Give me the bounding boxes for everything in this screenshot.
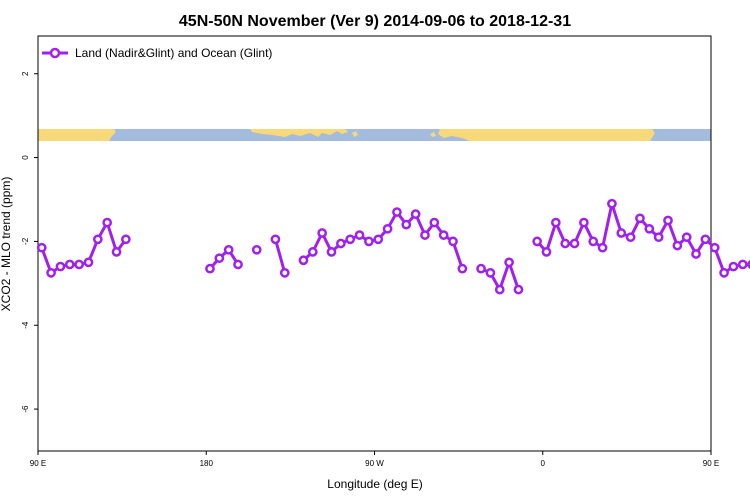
data-point [653,232,664,243]
x-tick-label: 90 E [703,459,719,468]
x-axis-label: Longitude (deg E) [327,477,422,491]
data-point [102,217,113,228]
data-point [298,255,309,266]
x-tick-label: 0 [541,459,546,468]
series-line [273,238,287,274]
data-point [64,259,75,270]
data-point [233,259,243,270]
data-point [307,247,318,257]
data-point [392,207,402,217]
data-point [214,253,225,264]
data-point [438,230,449,240]
legend: Land (Nadir&Glint) and Ocean (Glint) [42,46,272,60]
series-line [536,202,750,275]
data-point [336,238,346,249]
data-point [354,230,365,240]
data-point [513,284,524,295]
land-europe-asia [438,129,655,141]
x-axis-ticks: 90 E 180 90 W 0 90 E [30,451,719,468]
data-point [373,234,384,245]
data-point [494,284,505,295]
data-point [709,242,720,253]
legend-label: Land (Nadir&Glint) and Ocean (Glint) [75,46,272,60]
data-point [345,234,356,245]
data-point [728,261,739,272]
map-strip [38,129,711,141]
data-point [55,261,66,272]
data-point [550,217,561,228]
legend-marker [49,47,61,59]
data-point [326,247,337,257]
data-point [74,259,84,270]
data-point [382,223,393,234]
x-tick-label: 90 E [30,459,46,468]
y-tick-label: -6 [21,405,30,413]
data-point [737,259,748,270]
chart-title: 45N-50N November (Ver 9) 2014-09-06 to 2… [179,13,571,30]
data-point [625,232,636,243]
series-line [208,248,240,270]
data-point [364,236,374,247]
data-point [205,263,215,274]
data-point [719,267,729,278]
data-point [121,234,131,245]
data-point [83,257,94,268]
data-point [476,263,486,274]
x-tick-label: 180 [200,459,214,468]
data-point [92,234,103,245]
y-tick-label: 0 [21,155,30,160]
data-point [485,267,496,278]
data-point [410,209,421,220]
data-point [429,217,440,228]
x-tick-label: 90 W [365,459,384,468]
data-point [644,223,655,234]
data-point [700,234,711,245]
data-point [663,215,673,226]
series-layer [36,198,750,295]
data-point [111,247,122,257]
y-tick-label: -2 [21,237,30,245]
data-point [401,219,412,230]
data-point [672,240,683,251]
data-point [279,267,290,278]
data-point [504,257,514,268]
data-point [588,236,599,247]
data-point [420,230,430,240]
data-point [579,217,589,228]
data-point [569,238,580,249]
data-point [448,236,458,247]
data-point [251,244,262,255]
data-point [317,228,328,238]
y-tick-label: -4 [21,321,30,329]
land-asia [38,129,116,141]
y-tick-label: 2 [21,71,30,76]
data-point [607,198,617,209]
plot-frame [37,35,712,452]
data-point [560,238,571,249]
data-point [46,267,56,278]
y-axis-ticks: 2 0 -2 -4 -6 [21,71,38,413]
data-point [691,249,701,259]
data-point [532,236,542,247]
data-point [597,242,608,253]
data-point [270,234,281,245]
data-point [223,244,234,255]
data-point [36,242,47,253]
data-point [457,263,468,274]
data-point [681,232,692,243]
land-north-america [250,129,348,137]
data-point [541,247,552,257]
data-point [616,228,627,238]
y-axis-label: XCO2 - MLO trend (ppm) [0,177,13,312]
data-point [635,213,645,224]
